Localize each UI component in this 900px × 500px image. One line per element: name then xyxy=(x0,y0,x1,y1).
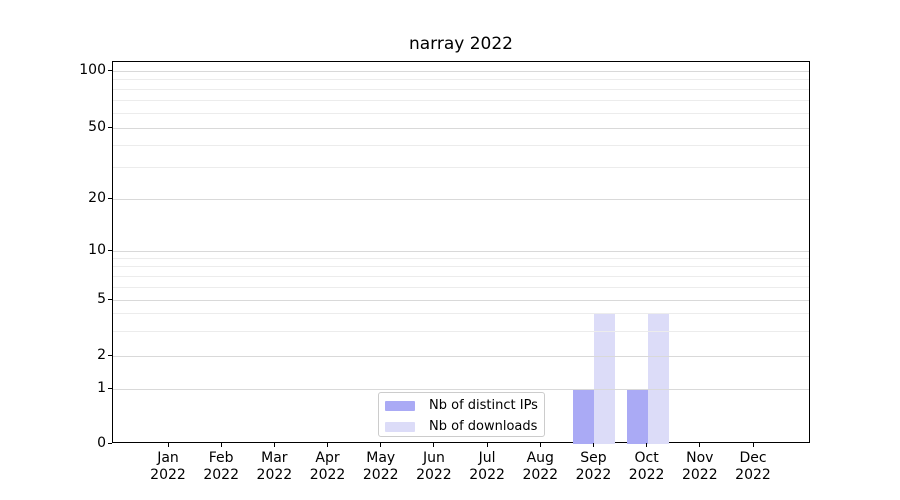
bar-downloads xyxy=(647,313,669,444)
minor-gridline xyxy=(113,99,809,101)
y-tick-label: 1 xyxy=(97,380,106,396)
y-tick-label: 0 xyxy=(97,435,106,451)
minor-gridline xyxy=(113,88,809,90)
minor-gridline xyxy=(113,330,809,332)
minor-gridline xyxy=(113,286,809,288)
y-tick xyxy=(108,354,112,356)
x-tick xyxy=(273,443,275,447)
x-tick-year: 2022 xyxy=(150,467,186,483)
chart-title: narray 2022 xyxy=(408,34,514,54)
x-tick xyxy=(699,443,701,447)
bar-distinct-ips xyxy=(626,389,648,444)
x-tick xyxy=(380,443,382,447)
legend-swatch xyxy=(385,421,415,432)
x-tick-year: 2022 xyxy=(256,467,293,483)
x-tick xyxy=(220,443,222,447)
x-tick-year: 2022 xyxy=(575,467,612,483)
x-tick-label: Sep 2022 xyxy=(561,450,625,484)
x-tick-month: Feb xyxy=(208,450,234,466)
x-tick-year: 2022 xyxy=(203,467,239,483)
x-tick-label: May 2022 xyxy=(349,450,413,484)
y-tick-label: 50 xyxy=(88,119,106,135)
x-tick-year: 2022 xyxy=(416,467,452,483)
x-tick xyxy=(646,443,648,447)
x-tick xyxy=(433,443,435,447)
legend-item: Nb of downloads xyxy=(379,416,544,437)
x-tick-label: Nov 2022 xyxy=(668,450,732,484)
legend-label: Nb of distinct IPs xyxy=(429,398,538,413)
x-tick-year: 2022 xyxy=(735,467,771,483)
bar-distinct-ips xyxy=(573,389,595,444)
minor-gridline xyxy=(113,275,809,277)
y-tick xyxy=(108,197,112,199)
x-tick xyxy=(167,443,169,447)
major-gridline xyxy=(113,355,809,357)
major-gridline xyxy=(113,299,809,301)
x-tick xyxy=(752,443,754,447)
minor-gridline xyxy=(113,266,809,268)
x-tick-month: Sep xyxy=(580,450,607,466)
x-tick-year: 2022 xyxy=(522,467,559,483)
x-tick xyxy=(592,443,594,447)
minor-gridline xyxy=(113,313,809,315)
legend-swatch xyxy=(385,400,415,411)
major-gridline xyxy=(113,388,809,390)
x-tick-month: Nov xyxy=(686,450,714,466)
minor-gridline xyxy=(113,112,809,114)
legend-label: Nb of downloads xyxy=(429,419,538,434)
x-tick-month: Apr xyxy=(315,450,340,466)
x-tick-label: Mar 2022 xyxy=(242,450,306,484)
x-tick-year: 2022 xyxy=(309,467,346,483)
x-tick-label: Feb 2022 xyxy=(189,450,253,484)
legend: Nb of distinct IPs Nb of downloads xyxy=(378,392,545,437)
y-tick xyxy=(108,387,112,389)
bar-downloads xyxy=(594,313,616,444)
legend-item: Nb of distinct IPs xyxy=(379,395,544,416)
x-tick-month: Aug xyxy=(526,450,554,466)
major-gridline xyxy=(113,250,809,252)
x-tick-month: Jan xyxy=(157,450,179,466)
x-tick-year: 2022 xyxy=(362,467,399,483)
x-tick-year: 2022 xyxy=(469,467,505,483)
x-tick-year: 2022 xyxy=(628,467,665,483)
y-tick xyxy=(108,69,112,71)
y-tick xyxy=(108,298,112,300)
major-gridline xyxy=(113,198,809,200)
plot-area xyxy=(112,61,810,444)
minor-gridline xyxy=(113,144,809,146)
x-tick-year: 2022 xyxy=(681,467,718,483)
x-tick-month: May xyxy=(366,450,396,466)
x-tick-label: Jan 2022 xyxy=(136,450,200,484)
x-tick-month: Oct xyxy=(634,450,659,466)
major-gridline xyxy=(113,127,809,129)
x-tick-month: Jun xyxy=(422,450,445,466)
minor-gridline xyxy=(113,79,809,81)
x-tick-month: Mar xyxy=(261,450,288,466)
minor-gridline xyxy=(113,167,809,169)
x-tick-label: Aug 2022 xyxy=(508,450,572,484)
x-tick-label: Jun 2022 xyxy=(402,450,466,484)
y-tick xyxy=(108,442,112,444)
x-tick-month: Dec xyxy=(739,450,767,466)
y-tick-label: 2 xyxy=(97,347,106,363)
y-tick xyxy=(108,126,112,128)
y-tick-label: 10 xyxy=(88,242,106,258)
x-tick xyxy=(327,443,329,447)
y-tick xyxy=(108,249,112,251)
x-tick xyxy=(539,443,541,447)
x-tick-label: Apr 2022 xyxy=(296,450,360,484)
x-tick-month: Jul xyxy=(478,450,496,466)
x-tick-label: Dec 2022 xyxy=(721,450,785,484)
y-tick-label: 100 xyxy=(79,62,106,78)
x-tick-label: Oct 2022 xyxy=(615,450,679,484)
major-gridline xyxy=(113,70,809,72)
minor-gridline xyxy=(113,257,809,259)
y-tick-label: 20 xyxy=(88,190,106,206)
y-tick-label: 5 xyxy=(97,291,106,307)
x-tick-label: Jul 2022 xyxy=(455,450,519,484)
x-tick xyxy=(486,443,488,447)
